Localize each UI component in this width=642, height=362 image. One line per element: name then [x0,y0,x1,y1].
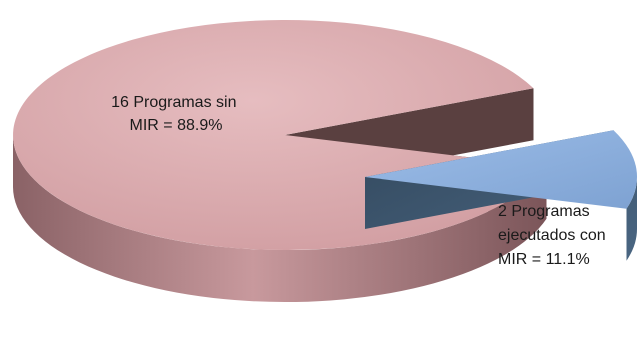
slice-label-sin-mir-line-1: 16 Programas sin [111,94,236,111]
pie-slice-con-mir-top [365,130,638,209]
slice-label-sin-mir: 16 Programas sin MIR = 88.9% [111,94,241,134]
slice-label-con-mir: 2 Programas ejecutados con MIR = 11.1% [498,203,610,268]
slice-label-con-mir-line-1: 2 Programas [498,203,590,220]
pie-slice-con-mir [365,130,638,261]
slice-label-con-mir-line-3: MIR = 11.1% [498,251,590,268]
slice-label-sin-mir-line-2: MIR = 88.9% [130,117,223,134]
pie-slice-sin-mir-side [12,135,547,303]
slice-label-con-mir-line-2: ejecutados con [498,227,606,244]
